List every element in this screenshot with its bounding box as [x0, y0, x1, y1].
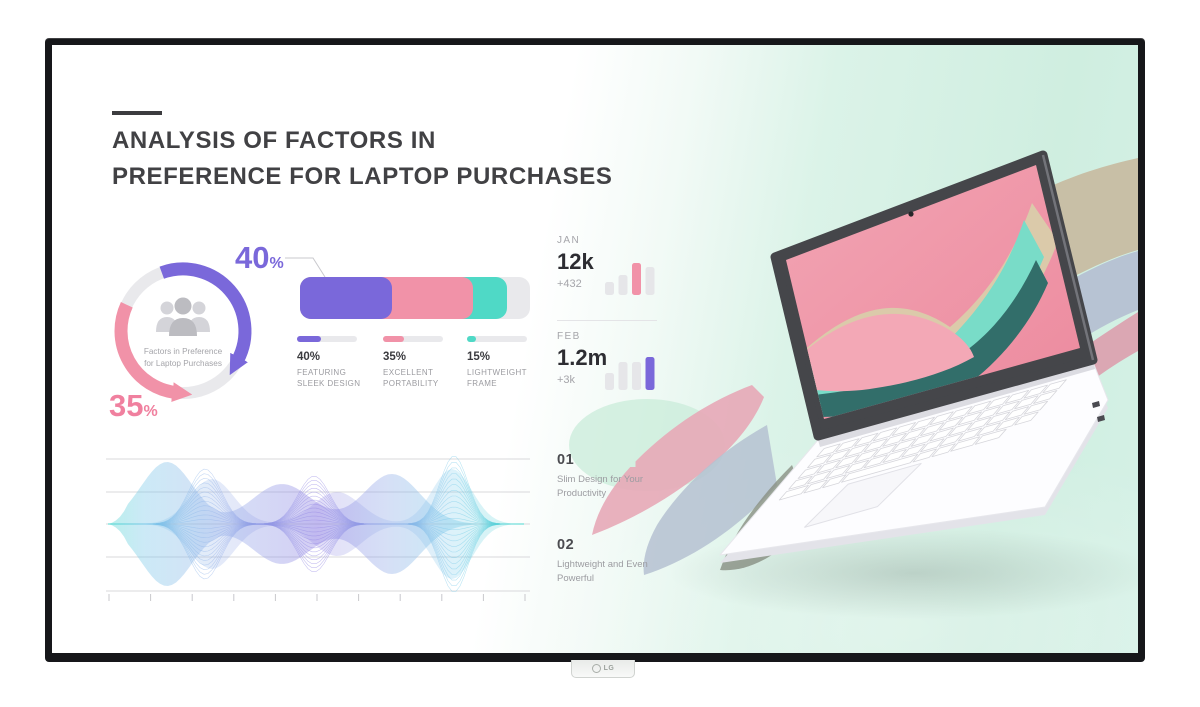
laptop-illustration [569, 150, 1138, 619]
factor-desc: LIGHTWEIGHT FRAME [467, 368, 527, 388]
stats-divider [557, 320, 657, 321]
donut-chart: Factors in Preference for Laptop Purchas… [114, 262, 252, 403]
screen-content: ANALYSIS OF FACTORS IN PREFERENCE FOR LA… [52, 45, 1138, 653]
factor-desc: FEATURING SLEEK DESIGN [297, 368, 361, 388]
stat-feb: FEB 1.2m +3k [557, 331, 672, 386]
highlight-01-number: 01 [557, 452, 575, 468]
stat-value: 1.2m [557, 345, 608, 370]
stat-month: JAN [557, 235, 581, 246]
keyboard-keys [778, 379, 1067, 501]
title-accent-dash [112, 111, 162, 115]
stat-delta: +432 [557, 278, 582, 290]
factor-pct: 15% [467, 351, 491, 363]
factor-progress-track [297, 336, 357, 342]
highlight-02-number: 02 [557, 537, 575, 553]
stat-value: 12k [557, 249, 594, 274]
factor-desc: EXCELLENT PORTABILITY [383, 368, 439, 388]
factor-pct: 35% [383, 351, 407, 363]
stacked-bar-chart [300, 277, 530, 319]
jan-mini-bar-chart [605, 263, 655, 295]
factor-pct: 40% [297, 351, 321, 363]
highlight-02-text: Lightweight and Even Powerful [557, 559, 648, 584]
donut-callout-40: 40% [235, 242, 284, 273]
page-title: ANALYSIS OF FACTORS IN PREFERENCE FOR LA… [112, 123, 612, 195]
factor-portability: 35% EXCELLENT PORTABILITY [383, 336, 465, 389]
lg-logo-text: LG [603, 665, 615, 672]
donut-callout-35: 35% [109, 390, 158, 421]
people-icon [156, 297, 210, 336]
title-line-2: PREFERENCE FOR LAPTOP PURCHASES [112, 163, 613, 190]
stat-delta: +3k [557, 374, 576, 386]
donut-center-label-1: Factors in Preference [144, 347, 223, 356]
touchpad [804, 462, 922, 528]
factor-lightweight: 15% LIGHTWEIGHT FRAME [467, 336, 549, 389]
feb-mini-bar-chart [605, 357, 655, 390]
factor-sleek-design: 40% FEATURING SLEEK DESIGN [297, 336, 379, 389]
background-ribbons-left [569, 385, 812, 575]
laptop-lid [770, 150, 1098, 441]
lg-logo-icon [591, 664, 601, 673]
lg-logo-tab: LG [571, 660, 635, 678]
stat-month: FEB [557, 331, 581, 342]
stat-jan: JAN 12k +432 [557, 235, 672, 290]
wave-chart [106, 456, 530, 601]
factor-progress-track [383, 336, 443, 342]
callout-40-unit: % [269, 255, 284, 272]
donut-center-label-2: for Laptop Purchases [144, 359, 222, 368]
monitor-frame: ANALYSIS OF FACTORS IN PREFERENCE FOR LA… [45, 38, 1145, 662]
callout-35-value: 35 [109, 388, 144, 423]
webcam-icon [908, 211, 914, 217]
highlight-01-text: Slim Design for Your Productivity [557, 474, 644, 499]
callout-40-value: 40 [235, 240, 270, 275]
title-line-1: ANALYSIS OF FACTORS IN [112, 127, 436, 154]
callout-connector-line [285, 257, 326, 278]
wallpaper-ribbons [786, 203, 1058, 417]
factor-progress-track [467, 336, 527, 342]
callout-35-unit: % [143, 403, 158, 420]
